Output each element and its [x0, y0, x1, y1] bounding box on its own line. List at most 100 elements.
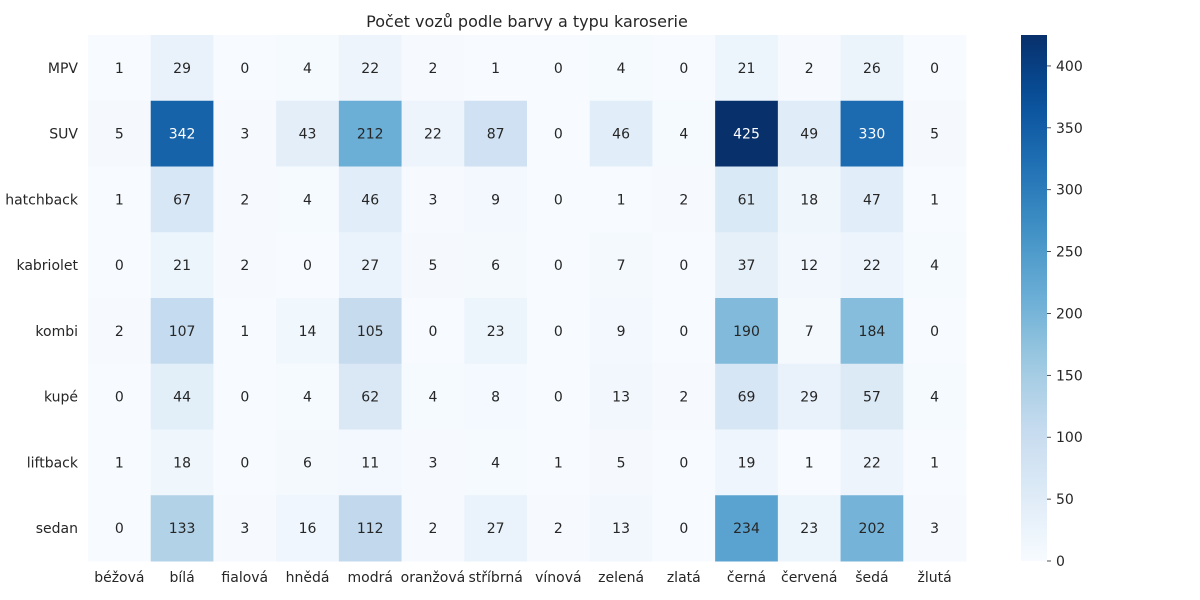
heatmap-cell: [777, 166, 842, 233]
cell-value-label: 44: [173, 390, 191, 406]
cell-value-label: 212: [357, 127, 384, 143]
heatmap-cell: [589, 35, 653, 102]
heatmap-cell: [903, 298, 967, 365]
heatmap-cell: [652, 363, 716, 430]
y-tick-label: kabriolet: [16, 258, 78, 274]
heatmap-cell: [213, 100, 277, 167]
x-tick-label: hnědá: [286, 570, 330, 586]
cell-value-label: 19: [738, 455, 756, 471]
colorbar-tick-label: 0: [1056, 554, 1065, 570]
cell-value-label: 0: [554, 61, 563, 77]
cell-value-label: 0: [930, 61, 939, 77]
heatmap-cell: [777, 429, 842, 496]
heatmap-cell: [652, 495, 716, 562]
heatmap-cell: [276, 429, 340, 496]
colorbar-ticks: 0 50 100 150 200 250 300 350 400: [1047, 59, 1083, 570]
cell-value-label: 1: [617, 192, 626, 208]
cell-value-label: 29: [173, 61, 191, 77]
heatmap-cell: [589, 429, 653, 496]
heatmap-cell: [715, 35, 779, 102]
cell-value-label: 27: [361, 258, 379, 274]
heatmap-cell: [715, 232, 779, 299]
cell-value-label: 87: [487, 127, 505, 143]
heatmap-cell: [589, 166, 653, 233]
heatmap-cell: [527, 429, 591, 496]
heatmap-cell: [527, 35, 591, 102]
heatmap-cell: [213, 495, 277, 562]
cell-value-label: 4: [491, 455, 500, 471]
x-tick-label: šedá: [855, 570, 888, 586]
cell-value-label: 23: [487, 324, 505, 340]
heatmap-cell: [903, 363, 967, 430]
y-tick-label: SUV: [49, 127, 78, 143]
cell-value-label: 46: [612, 127, 630, 143]
heatmap-cell: [903, 166, 967, 233]
heatmap-cell: [88, 429, 152, 496]
heatmap-cell: [903, 429, 967, 496]
heatmap-cell: [464, 100, 528, 167]
heatmap-cell: [338, 35, 403, 102]
y-tick-label: kupé: [44, 390, 78, 406]
cell-value-label: 4: [303, 192, 312, 208]
cell-value-label: 2: [554, 521, 563, 537]
cell-value-label: 1: [930, 192, 939, 208]
heatmap-cell: [338, 232, 403, 299]
colorbar-tick-label: 200: [1056, 306, 1083, 322]
cell-value-label: 133: [169, 521, 196, 537]
cell-value-label: 47: [863, 192, 881, 208]
cell-value-label: 0: [240, 390, 249, 406]
cell-value-label: 22: [863, 258, 881, 274]
x-tick-label: zelená: [598, 570, 644, 586]
cell-value-label: 12: [800, 258, 818, 274]
heatmap-cell: [88, 100, 152, 167]
heatmap-cell: [840, 232, 904, 299]
heatmap-cell: [401, 166, 465, 233]
cell-value-label: 22: [361, 61, 379, 77]
cell-value-label: 0: [115, 390, 124, 406]
heatmap-cell: [338, 298, 403, 365]
heatmap-cell: [715, 429, 779, 496]
cell-value-label: 13: [612, 521, 630, 537]
heatmap-cell: [213, 429, 277, 496]
x-tick-label: zlatá: [667, 570, 701, 586]
cell-value-label: 184: [859, 324, 886, 340]
x-tick-label: vínová: [535, 570, 581, 586]
heatmap-cell: [652, 35, 716, 102]
heatmap-cell: [276, 363, 340, 430]
heatmap-cells: 1 29 0 4 22 2 1 0 4 0 21 2 26 05 342 3 43 212 22 87 0 46 4 425 4…: [88, 35, 967, 562]
heatmap-cell: [276, 166, 340, 233]
heatmap-cell: [589, 232, 653, 299]
heatmap-cell: [276, 35, 340, 102]
heatmap-cell: [589, 495, 653, 562]
heatmap-cell: [589, 298, 653, 365]
heatmap-cell: [213, 166, 277, 233]
cell-value-label: 27: [487, 521, 505, 537]
colorbar-tick-label: 300: [1056, 183, 1083, 199]
heatmap-cell: [150, 363, 214, 430]
cell-value-label: 67: [173, 192, 191, 208]
heatmap-cell: [840, 429, 904, 496]
x-tick-label: žlutá: [918, 570, 952, 586]
x-tick-label: oranžová: [401, 570, 466, 586]
cell-value-label: 2: [240, 258, 249, 274]
x-tick-label: modrá: [347, 570, 392, 586]
cell-value-label: 1: [240, 324, 249, 340]
x-tick-label: béžová: [94, 570, 144, 586]
heatmap-cell: [464, 166, 528, 233]
cell-value-label: 16: [299, 521, 317, 537]
y-tick-labels: MPV SUV hatchback kabriolet kombi kupé liftbac…: [5, 61, 79, 537]
heatmap-cell: [213, 363, 277, 430]
heatmap-cell: [840, 298, 904, 365]
heatmap-cell: [338, 166, 403, 233]
heatmap-cell: [715, 298, 779, 365]
heatmap-cell: [88, 232, 152, 299]
cell-value-label: 14: [299, 324, 317, 340]
heatmap-cell: [401, 100, 465, 167]
heatmap-cell: [150, 35, 214, 102]
x-tick-label: černá: [727, 570, 766, 586]
heatmap-cell: [652, 232, 716, 299]
cell-value-label: 6: [303, 455, 312, 471]
cell-value-label: 7: [805, 324, 814, 340]
heatmap-cell: [840, 363, 904, 430]
